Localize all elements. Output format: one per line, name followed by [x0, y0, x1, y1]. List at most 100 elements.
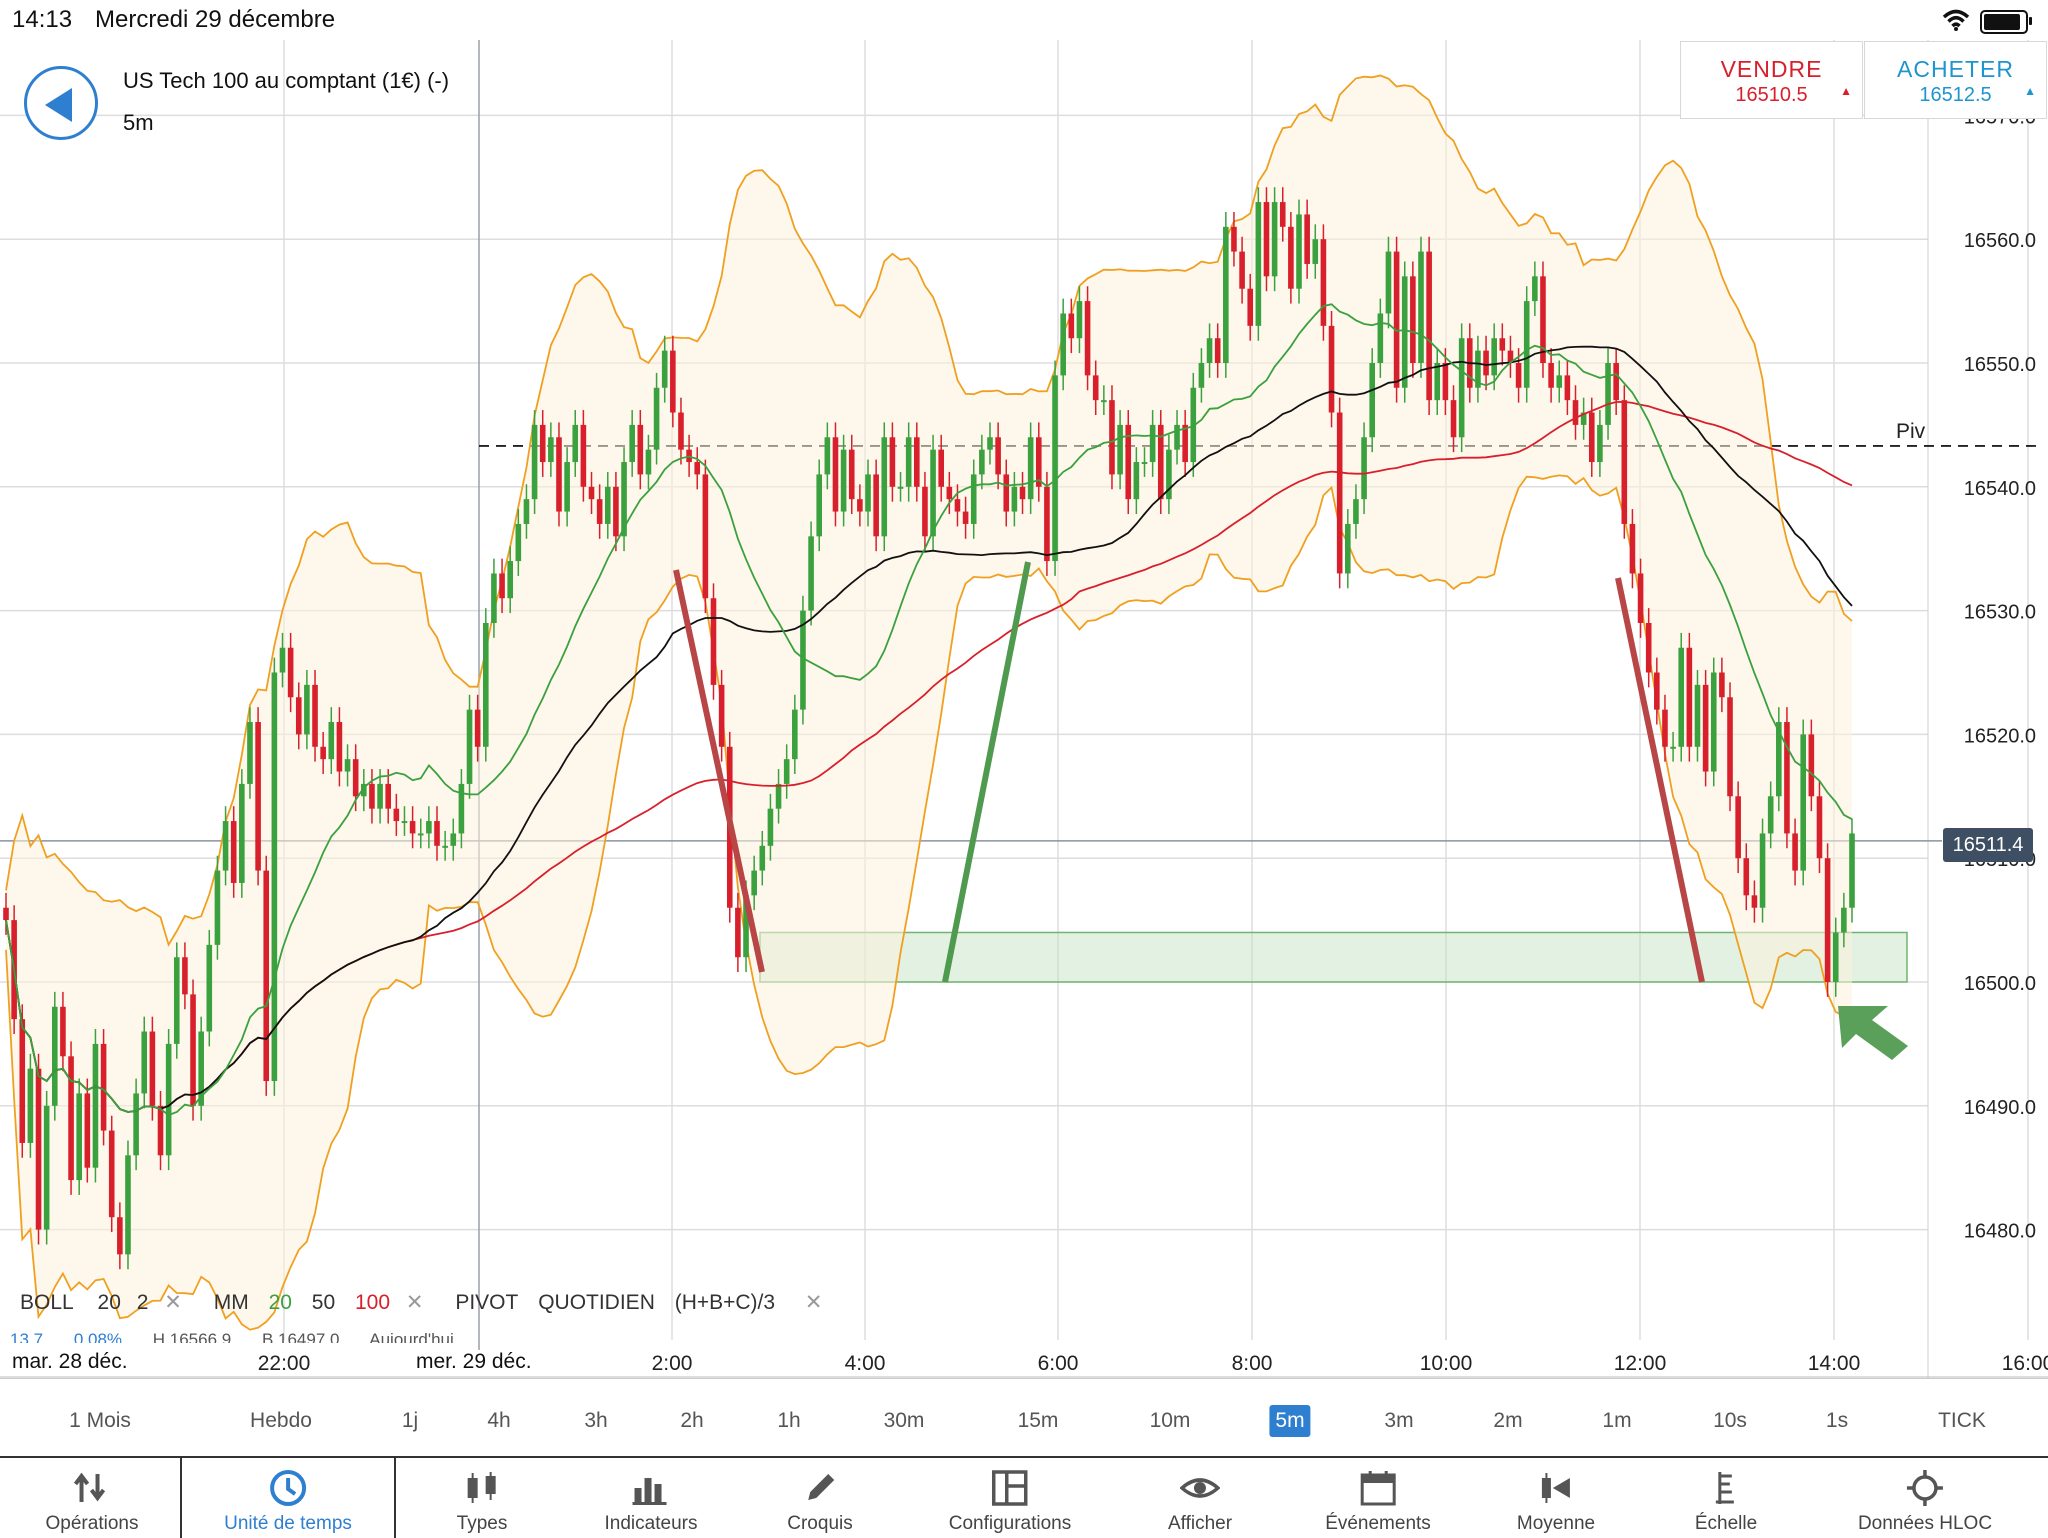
- bollinger-lower: [5, 474, 1853, 1331]
- candle: [1710, 672, 1717, 772]
- tool-types[interactable]: Types: [456, 1458, 508, 1538]
- tool-indicators[interactable]: Indicateurs: [605, 1458, 697, 1538]
- timeframe-3h[interactable]: 3h: [584, 1409, 608, 1432]
- candle: [702, 474, 709, 599]
- sell-button[interactable]: VENDRE 16510.5 ▲: [1680, 41, 1863, 119]
- candle: [1011, 486, 1018, 512]
- tool-display[interactable]: Afficher: [1168, 1458, 1232, 1538]
- price-tick-label: 16530.0: [1964, 602, 2036, 624]
- candle: [767, 808, 774, 846]
- timeframe-30m[interactable]: 30m: [883, 1409, 925, 1432]
- boll-period: 20: [97, 1291, 121, 1314]
- tool-scale[interactable]: Échelle: [1695, 1458, 1757, 1538]
- candle: [816, 474, 823, 537]
- candle: [930, 449, 936, 537]
- candle: [230, 821, 237, 883]
- candle: [1532, 276, 1538, 302]
- candle: [304, 684, 310, 735]
- price-chart[interactable]: 16570.016560.016550.016540.016530.016520…: [0, 40, 2048, 1378]
- remove-boll-icon[interactable]: ✕: [164, 1291, 182, 1314]
- timeframe-15m[interactable]: 15m: [1017, 1409, 1059, 1432]
- timeframe-5m[interactable]: 5m: [1269, 1405, 1311, 1437]
- candle: [1832, 932, 1839, 982]
- candle: [108, 1130, 115, 1218]
- timeframe-weekly[interactable]: Hebdo: [250, 1409, 312, 1432]
- battery-icon: [1980, 10, 2032, 34]
- timeframe-10m[interactable]: 10m: [1149, 1409, 1191, 1432]
- tool-timeframe[interactable]: Unité de temps: [224, 1458, 352, 1538]
- candle: [637, 424, 644, 475]
- candle: [1166, 449, 1172, 500]
- tool-types-label: Types: [456, 1513, 508, 1534]
- ma-slow: 100: [354, 1291, 391, 1314]
- candle: [1442, 363, 1449, 401]
- candle: [1345, 523, 1351, 574]
- timeframe-1s[interactable]: 1s: [1825, 1409, 1849, 1432]
- sketch-arrow: [1838, 1006, 1908, 1060]
- timeframe-1d[interactable]: 1j: [401, 1409, 419, 1432]
- timeframe-1h[interactable]: 1h: [777, 1409, 801, 1432]
- candle: [1231, 226, 1237, 252]
- candle: [1255, 202, 1262, 326]
- tool-hloc[interactable]: Données HLOC: [1858, 1458, 1992, 1538]
- tool-configurations[interactable]: Configurations: [949, 1458, 1071, 1538]
- remove-ma-icon[interactable]: ✕: [405, 1291, 424, 1314]
- candle: [352, 759, 359, 797]
- pencil-icon: [807, 1474, 834, 1500]
- candle: [531, 424, 538, 500]
- time-tick-label: 14:00: [1808, 1352, 1861, 1375]
- price-tick-label: 16560.0: [1964, 230, 2036, 252]
- candle: [946, 486, 953, 500]
- candle: [954, 499, 961, 512]
- timeframe-2m[interactable]: 2m: [1493, 1409, 1523, 1432]
- candle: [645, 449, 652, 475]
- tool-events-label: Événements: [1325, 1513, 1431, 1534]
- candle: [889, 437, 896, 487]
- timeframe-2h[interactable]: 2h: [680, 1409, 704, 1432]
- timeframe-1m[interactable]: 1m: [1602, 1409, 1632, 1432]
- timeframe-3m[interactable]: 3m: [1384, 1409, 1414, 1432]
- candle: [1483, 350, 1489, 376]
- transfer-arrows-icon: [74, 1472, 106, 1502]
- candle: [1784, 722, 1790, 834]
- layout-icon: [992, 1470, 1028, 1506]
- candle: [1792, 833, 1798, 871]
- candle: [84, 1093, 91, 1168]
- candle: [401, 821, 408, 824]
- drawings-layer: [673, 561, 1908, 1060]
- candle: [1361, 437, 1367, 500]
- tool-average[interactable]: Moyenne: [1517, 1458, 1595, 1538]
- candle: [1109, 400, 1115, 475]
- candle: [1117, 424, 1123, 475]
- timeframe-tick[interactable]: TICK: [1938, 1409, 1986, 1432]
- info-day: Aujourd'hui: [369, 1330, 454, 1343]
- candle: [255, 722, 261, 871]
- candle: [466, 709, 473, 784]
- timeframe-bar: 1 Mois Hebdo 1j 4h 3h 2h 1h 30m 15m 10m …: [0, 1378, 2048, 1459]
- candle: [840, 449, 847, 512]
- candle: [68, 1056, 74, 1181]
- back-button[interactable]: [24, 66, 98, 140]
- timeframe-4h[interactable]: 4h: [487, 1409, 511, 1432]
- tool-sketch[interactable]: Croquis: [787, 1458, 853, 1538]
- tool-hloc-label: Données HLOC: [1857, 1513, 1993, 1534]
- buy-button[interactable]: ACHETER 16512.5 ▲: [1864, 41, 2047, 119]
- remove-pivot-icon[interactable]: ✕: [804, 1291, 823, 1314]
- candle: [1304, 214, 1310, 264]
- candle: [1223, 226, 1229, 363]
- ma50-line: [5, 345, 1853, 1113]
- candle: [263, 870, 270, 1082]
- candle: [239, 783, 245, 883]
- price-tick-label: 16490.0: [1964, 1097, 2036, 1119]
- candle: [1523, 301, 1530, 388]
- candle: [1377, 313, 1384, 363]
- tool-events[interactable]: Événements: [1325, 1458, 1431, 1538]
- candle: [1605, 363, 1611, 425]
- timeframe-10s[interactable]: 10s: [1713, 1409, 1747, 1432]
- tool-operations[interactable]: Opérations: [46, 1458, 138, 1538]
- candle: [1239, 251, 1245, 289]
- candle: [1808, 734, 1815, 797]
- candle: [1353, 499, 1359, 524]
- timeframe-1-month[interactable]: 1 Mois: [69, 1409, 131, 1432]
- instrument-name: US Tech 100 au comptant (1€) (-): [123, 68, 450, 93]
